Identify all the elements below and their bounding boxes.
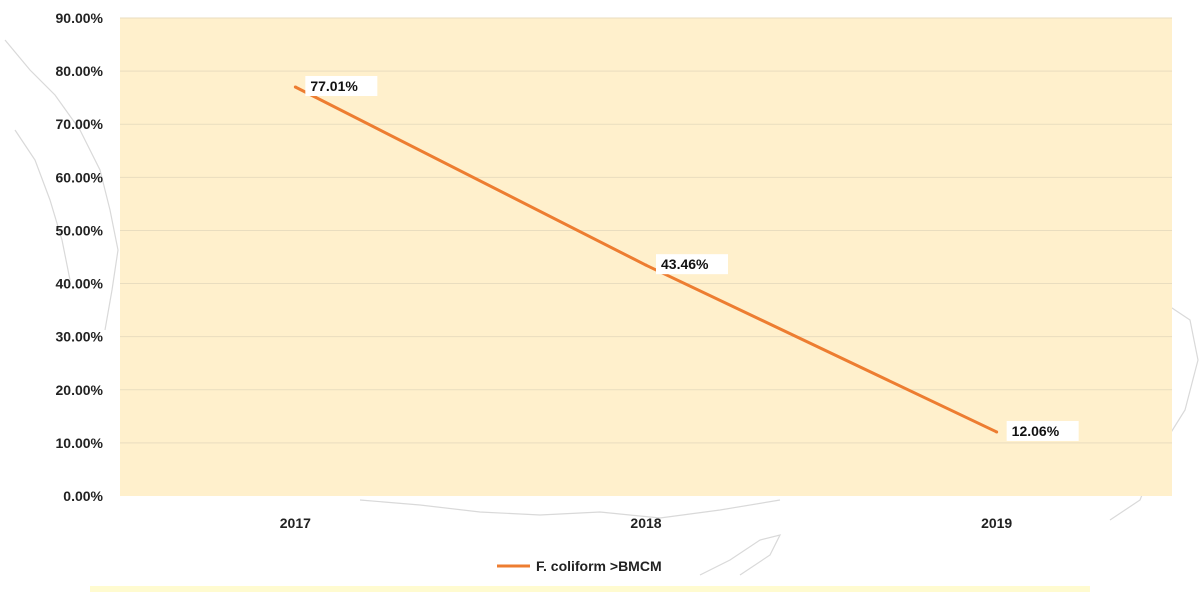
x-tick-label: 2018	[630, 515, 661, 531]
y-tick-label: 80.00%	[56, 63, 104, 79]
y-tick-label: 90.00%	[56, 10, 104, 26]
x-axis: 2017 2018 2019	[280, 515, 1013, 531]
data-label-background	[1006, 420, 1079, 441]
y-tick-label: 10.00%	[56, 435, 104, 451]
y-axis: 0.00% 10.00% 20.00% 30.00% 40.00% 50.00% 60.00…	[56, 10, 104, 504]
x-tick-label: 2019	[981, 515, 1012, 531]
map-outline-west-inner	[14, 129, 71, 281]
series-layer: 77.01% 43.46% 12.06%	[293, 75, 1079, 441]
map-outline-west	[4, 39, 119, 331]
y-tick-label: 50.00%	[56, 222, 104, 238]
plot-area	[120, 18, 1172, 496]
data-point	[995, 430, 999, 434]
footer-highlight-band	[90, 586, 1090, 592]
map-outline-island-small	[699, 534, 782, 576]
y-tick-label: 20.00%	[56, 382, 104, 398]
data-point	[293, 85, 297, 89]
data-label: 43.46%	[661, 256, 709, 272]
data-label-background	[305, 75, 378, 96]
data-label-background	[656, 254, 728, 275]
gridlines	[120, 17, 1172, 444]
data-label: 12.06%	[1012, 423, 1060, 439]
map-outline-islands	[359, 499, 781, 519]
legend: F. coliform >BMCM	[497, 558, 662, 574]
y-tick-label: 70.00%	[56, 116, 104, 132]
legend-label: F. coliform >BMCM	[536, 558, 662, 574]
y-tick-label: 0.00%	[63, 488, 103, 504]
y-tick-label: 60.00%	[56, 169, 104, 185]
data-label: 77.01%	[310, 78, 358, 94]
data-point	[644, 263, 648, 267]
y-tick-label: 40.00%	[56, 276, 104, 292]
y-tick-label: 30.00%	[56, 329, 104, 345]
x-tick-label: 2017	[280, 515, 311, 531]
